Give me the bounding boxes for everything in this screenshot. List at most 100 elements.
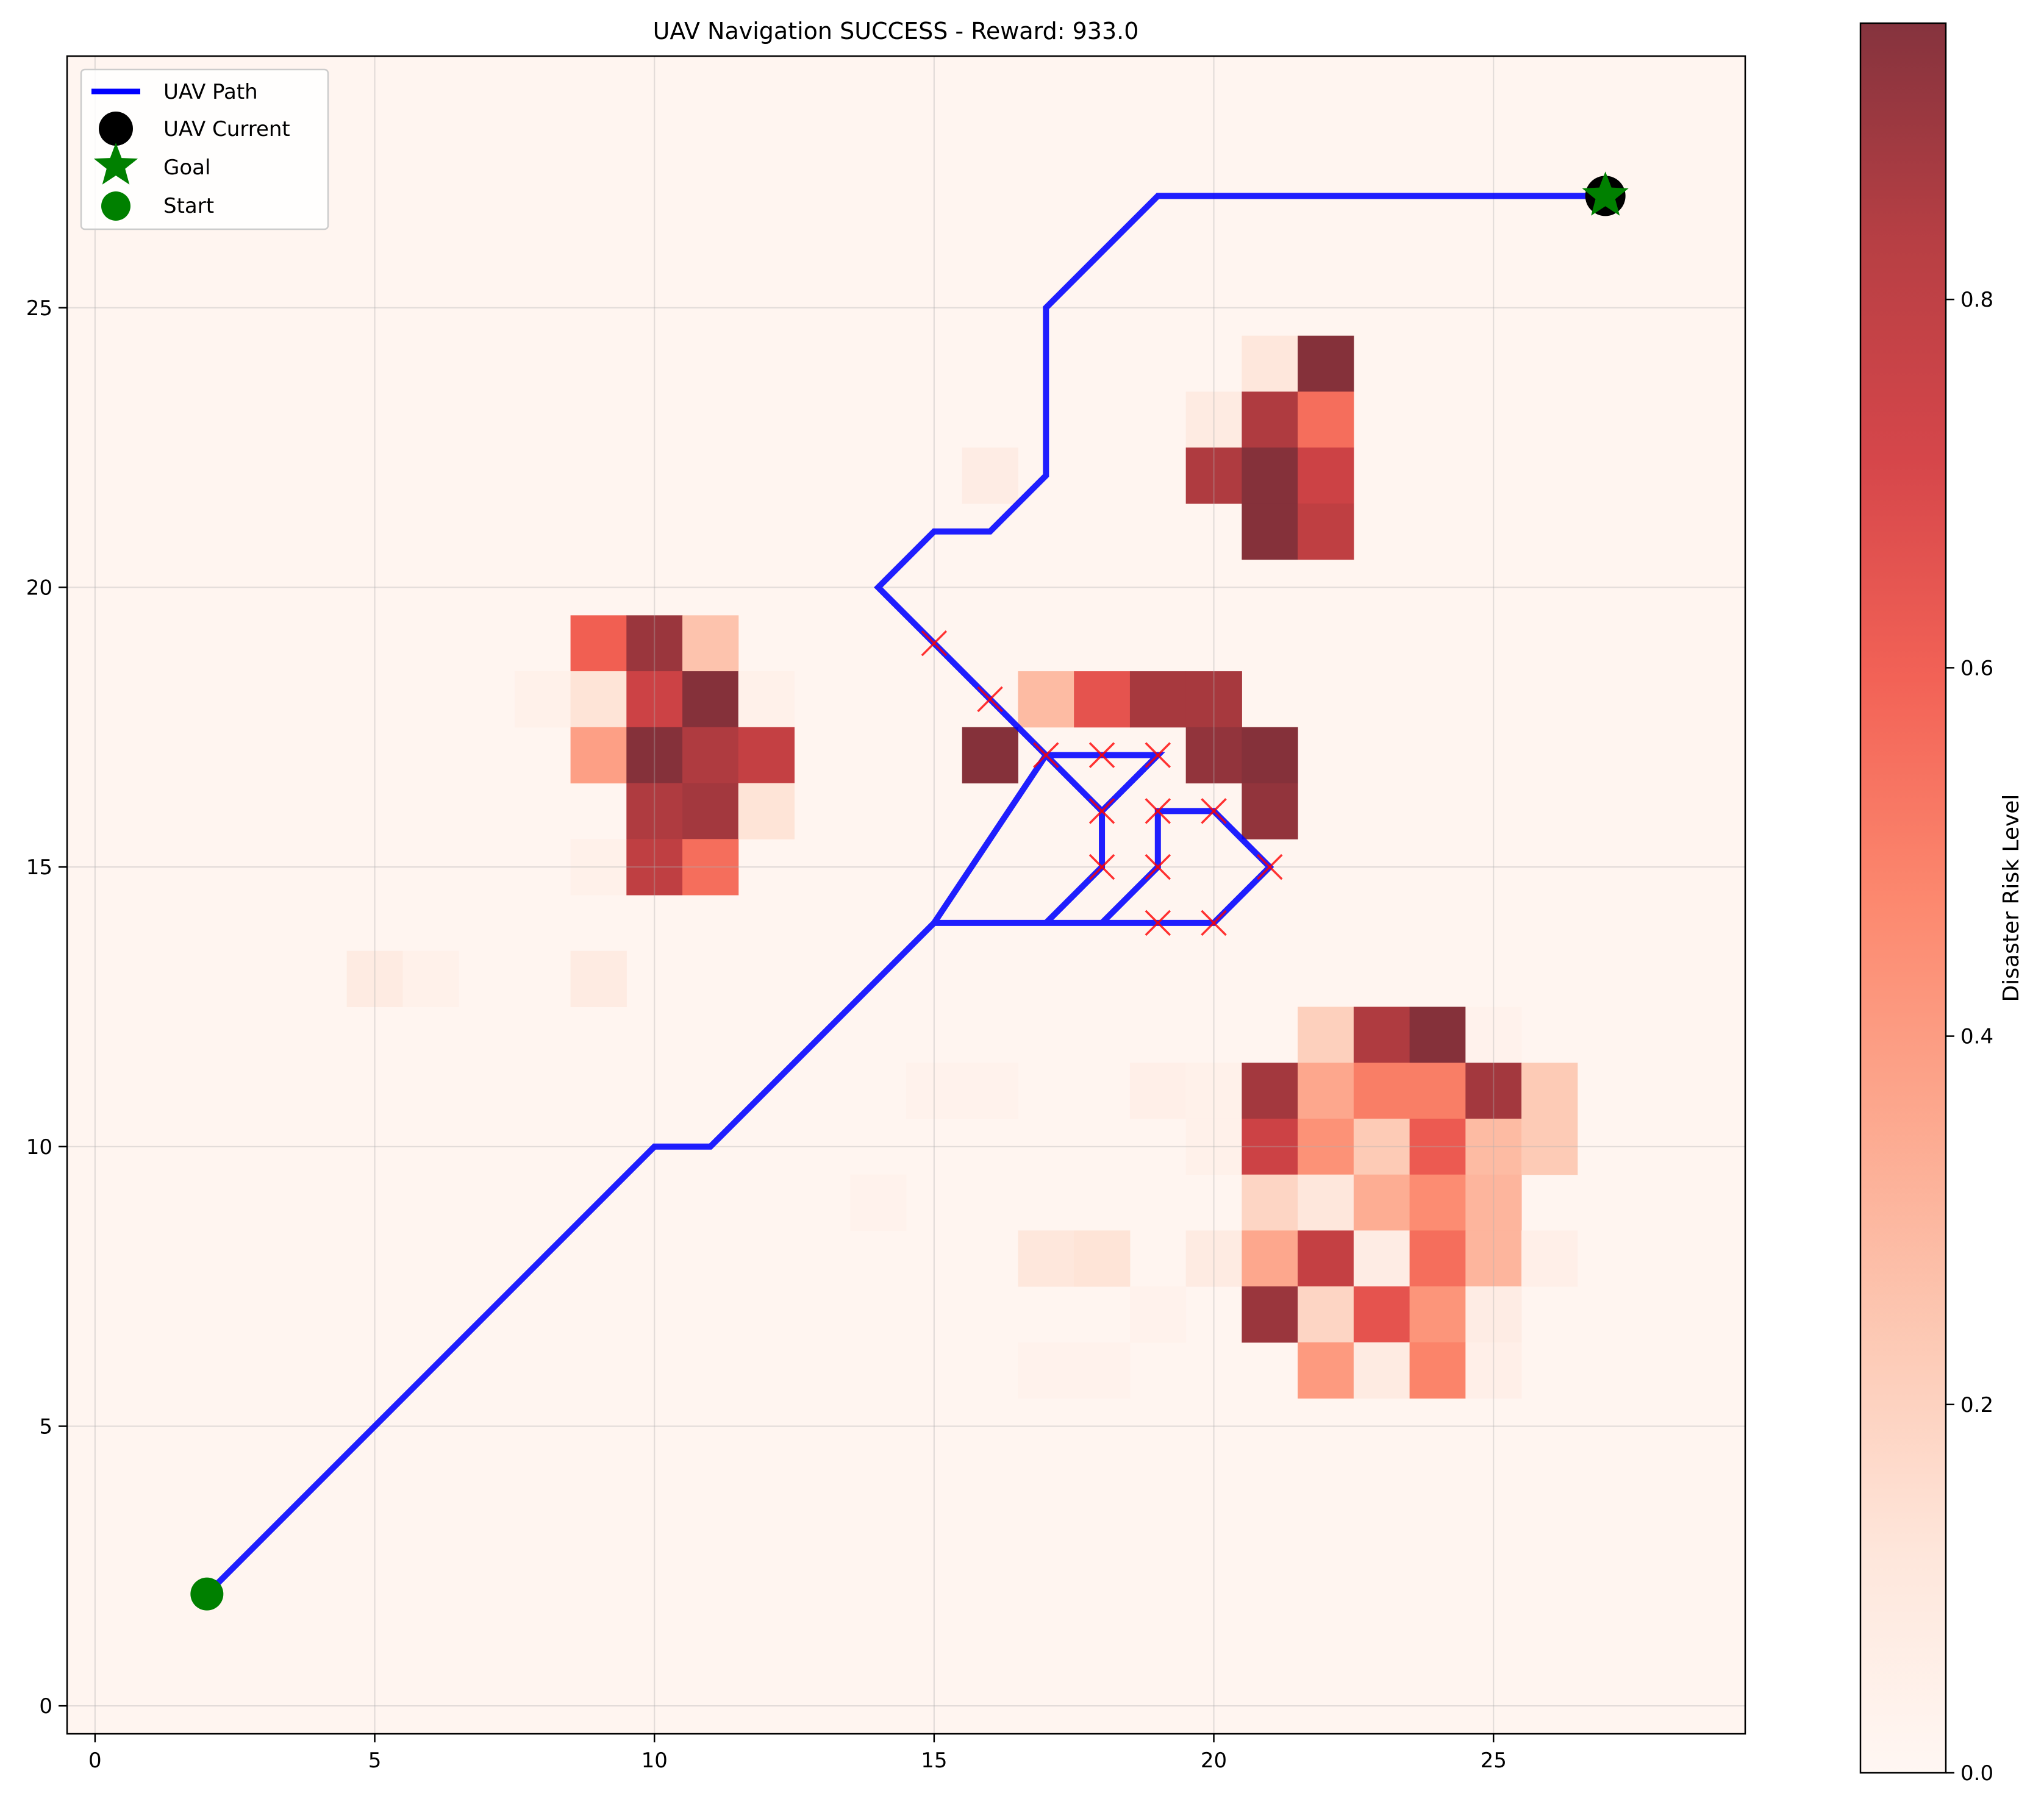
risk-cell [962,1063,1018,1119]
risk-cell [1074,671,1131,728]
collision-marker-stroke [1145,853,1171,880]
risk-cell [1298,1007,1354,1063]
colorbar: 0.0 0.2 0.4 0.6 0.8 Disaster Risk Level [1859,22,2024,1786]
risk-cell [1409,1230,1466,1287]
risk-cell [1129,1063,1187,1119]
collision-marker-stroke [1145,742,1171,768]
risk-cell [1353,1118,1410,1175]
risk-cell [1465,1063,1522,1119]
risk-cell [962,727,1018,784]
risk-cell [1521,1230,1578,1287]
collision-marker [1145,853,1171,880]
collision-marker [1088,742,1115,768]
risk-cell [1465,1007,1522,1063]
legend: UAV Path UAV Current Goal Start [80,68,329,230]
risk-cell [1298,447,1354,504]
x-tick-label: 0 [88,1748,102,1773]
risk-cell [1465,1118,1522,1175]
grid-lines [67,56,1745,1734]
risk-cell [738,671,795,728]
risk-cell [1242,1063,1298,1119]
x-tick-label: 10 [641,1748,668,1773]
risk-heatmap [346,335,1578,1399]
risk-cell [1353,1007,1410,1063]
colorbar-tick-label: 0.6 [1960,656,1993,680]
risk-cell [1465,1286,1522,1343]
colorbar-tick-label: 0.8 [1960,288,1993,312]
risk-cell [1242,727,1298,784]
risk-cell [1353,1342,1410,1399]
colorbar-tick-label: 0.4 [1960,1025,1993,1049]
risk-cell [1298,503,1354,560]
risk-cell [1353,1230,1410,1287]
risk-cell [626,727,683,784]
risk-cell [682,615,739,672]
risk-cell [1242,1230,1298,1287]
collision-marker-stroke [1201,910,1227,936]
x-tick-label: 5 [368,1748,382,1773]
risk-cell [1074,1230,1131,1287]
legend-start-icon [101,191,130,221]
colorbar-frame [1859,22,1947,1774]
risk-cell [962,447,1018,504]
y-tick-label: 25 [26,296,52,321]
risk-cell [1242,1174,1298,1231]
risk-cell [514,671,571,728]
risk-cell [1185,1063,1242,1119]
colorbar-tick-label: 0.2 [1960,1393,1993,1417]
collision-marker [1088,798,1115,824]
risk-cell [1409,1174,1466,1231]
legend-star-icon [93,143,138,185]
risk-cell [682,839,739,896]
colorbar-label: Disaster Risk Level [1999,794,2024,1002]
risk-cell [626,783,683,839]
collision-marker [921,630,948,657]
legend-label-start: Start [163,194,214,218]
legend-circle-icon [99,112,133,146]
collision-markers [921,630,1283,936]
risk-cell [1353,1286,1410,1343]
collision-marker [1033,742,1059,768]
risk-cell [1185,671,1242,728]
risk-cell [402,950,459,1007]
risk-cell [1242,391,1298,448]
start-marker [190,1577,224,1611]
goal-star-marker [1582,171,1629,216]
y-tick-label: 10 [26,1135,52,1160]
collision-marker-stroke [1088,798,1115,824]
risk-cell [850,1174,907,1231]
risk-cell [1465,1174,1522,1231]
collision-marker [1201,798,1227,824]
risk-cell [1185,727,1242,784]
collision-marker-stroke [1145,798,1171,824]
collision-marker [1145,742,1171,768]
collision-marker [1145,910,1171,936]
legend-label-current: UAV Current [163,117,290,141]
risk-cell [1298,335,1354,392]
risk-cell [1353,1063,1410,1119]
risk-cell [626,671,683,728]
y-tick-label: 20 [26,576,52,600]
collision-marker [1145,798,1171,824]
x-tick-label: 25 [1481,1748,1507,1773]
risk-cell [682,727,739,784]
risk-cell [1185,1118,1242,1175]
risk-cell [1242,503,1298,560]
collision-marker-stroke [921,630,948,657]
legend-label-path: UAV Path [163,80,258,104]
colorbar-gradient [1860,23,1946,1773]
risk-cell [1409,1118,1466,1175]
risk-cell [1521,1063,1578,1119]
risk-cell [570,839,627,896]
risk-cell [346,950,403,1007]
risk-cell [1129,1286,1187,1343]
risk-cell [1409,1007,1466,1063]
risk-cell [1018,1342,1074,1399]
risk-cell [1018,671,1074,728]
x-axis-ticks: 0 5 10 15 20 25 [88,1734,1507,1773]
y-axis-ticks: 0 5 10 15 20 25 [26,296,67,1719]
risk-cell [1298,1063,1354,1119]
risk-cell [1185,447,1242,504]
collision-marker-stroke [977,686,1003,713]
